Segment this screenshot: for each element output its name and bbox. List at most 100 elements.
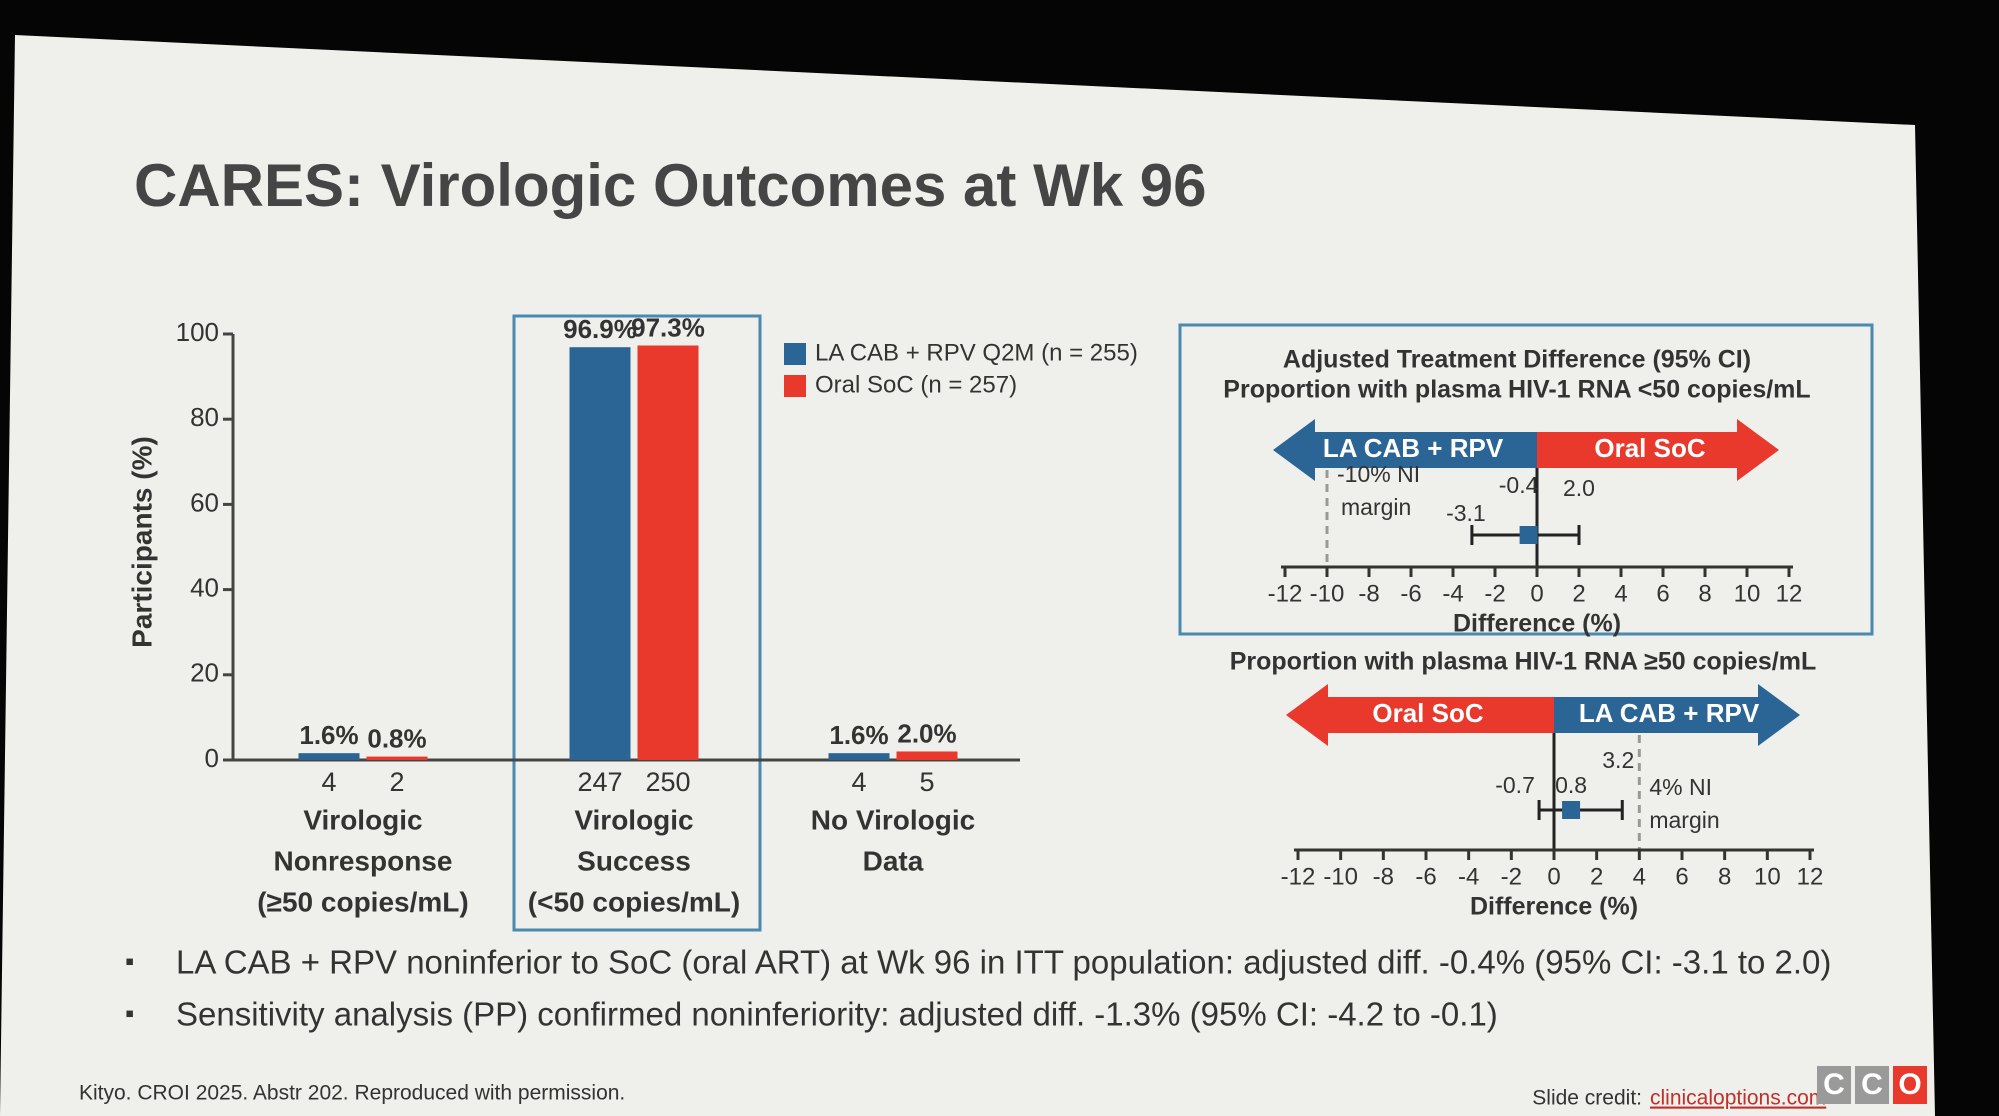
direction-arrow: [1554, 684, 1800, 746]
x-tick-label: Virologic: [574, 804, 693, 835]
credit: Slide credit:: [1532, 1087, 1642, 1110]
legend-swatch: [784, 375, 806, 397]
logo-box: [1893, 1066, 1927, 1104]
x-tick-label: Nonresponse: [274, 845, 453, 876]
legend-swatch: [784, 343, 806, 365]
x-tick-label: -10: [1310, 580, 1345, 607]
forest-title: Proportion with plasma HIV-1 RNA <50 cop…: [1223, 376, 1810, 404]
slide-background: [0, 35, 1935, 1116]
x-tick-label: 4: [1614, 580, 1627, 607]
x-axis-label: Difference (%): [1470, 893, 1638, 921]
arrow-label: Oral SoC: [1372, 698, 1483, 728]
count-label: 247: [577, 767, 622, 797]
count-label: 2: [389, 767, 404, 797]
x-tick-label: Success: [577, 845, 691, 876]
x-tick-label: 2: [1572, 580, 1585, 607]
x-tick-label: -4: [1458, 863, 1479, 890]
x-tick-label: 12: [1776, 580, 1803, 607]
bar: [366, 756, 428, 760]
ci-label: -0.4: [1499, 472, 1539, 498]
x-tick-label: (<50 copies/mL): [528, 886, 740, 917]
slide-title: CARES: Virologic Outcomes at Wk 96: [134, 152, 1206, 219]
arrow-label: LA CAB + RPV: [1323, 433, 1504, 463]
x-tick-label: 4: [1633, 863, 1646, 890]
y-axis-label: Participants (%): [126, 436, 157, 648]
bar: [637, 345, 699, 760]
x-tick-label: Virologic: [303, 804, 422, 835]
x-tick-label: 0: [1530, 580, 1543, 607]
value-label: 2.0%: [897, 718, 956, 748]
ni-label: -10% NI: [1337, 461, 1420, 487]
y-tick-label: 80: [190, 402, 219, 432]
x-tick-label: -12: [1268, 580, 1303, 607]
x-tick-label: (≥50 copies/mL): [257, 886, 468, 917]
ci-label: 2.0: [1563, 475, 1595, 501]
ci-label: -3.1: [1446, 500, 1486, 526]
bullet: Sensitivity analysis (PP) confirmed noni…: [176, 996, 1498, 1033]
x-tick-label: 8: [1698, 580, 1711, 607]
x-tick-label: -8: [1358, 580, 1379, 607]
x-tick-label: -6: [1400, 580, 1421, 607]
x-tick-label: -8: [1373, 863, 1394, 890]
forest-box: [1178, 323, 1874, 636]
x-tick-label: -6: [1415, 863, 1436, 890]
y-tick-label: 100: [176, 317, 219, 347]
y-tick-label: 20: [190, 658, 219, 688]
count-label: 4: [321, 767, 336, 797]
x-tick-label: -2: [1501, 863, 1522, 890]
bar: [896, 751, 958, 760]
legend-label: LA CAB + RPV Q2M (n = 255): [815, 339, 1138, 366]
bar: [828, 753, 890, 760]
forest-title: Proportion with plasma HIV-1 RNA ≥50 cop…: [1230, 648, 1817, 676]
logo-letter: O: [1898, 1068, 1921, 1101]
value-label: 1.6%: [299, 720, 358, 750]
ci-label: 0.8: [1555, 772, 1587, 798]
x-tick-label: 10: [1734, 580, 1761, 607]
logo-letter: C: [1823, 1068, 1845, 1101]
bullet: LA CAB + RPV noninferior to SoC (oral AR…: [176, 944, 1831, 981]
estimate-point: [1562, 801, 1581, 819]
logo-letter: C: [1861, 1068, 1883, 1101]
legend-label: Oral SoC (n = 257): [815, 371, 1017, 398]
count-label: 4: [851, 767, 866, 797]
x-tick-label: 10: [1754, 863, 1781, 890]
bar: [298, 753, 360, 760]
highlight-box: [512, 314, 762, 932]
arrow-label: LA CAB + RPV: [1579, 698, 1760, 728]
direction-arrow: [1286, 684, 1554, 746]
forest-title: Adjusted Treatment Difference (95% CI): [1283, 346, 1751, 374]
count-label: 5: [919, 767, 934, 797]
ni-label: margin: [1649, 807, 1719, 833]
x-tick-label: No Virologic: [811, 804, 975, 835]
bullet-marker: ▪: [125, 946, 134, 976]
ci-label: -0.7: [1495, 772, 1535, 798]
x-tick-label: -4: [1442, 580, 1463, 607]
credit-link[interactable]: clinicaloptions.com: [1650, 1087, 1826, 1110]
citation: Kityo. CROI 2025. Abstr 202. Reproduced …: [79, 1082, 625, 1105]
x-tick-label: 12: [1797, 863, 1824, 890]
value-label: 97.3%: [631, 312, 705, 342]
direction-arrow: [1537, 419, 1779, 481]
x-tick-label: 6: [1675, 863, 1688, 890]
y-tick-label: 0: [205, 743, 219, 773]
ci-label: 3.2: [1602, 747, 1634, 773]
ni-label: 4% NI: [1649, 774, 1712, 800]
logo-box: [1855, 1066, 1889, 1104]
y-tick-label: 60: [190, 487, 219, 517]
value-label: 96.9%: [563, 314, 637, 344]
arrow-label: Oral SoC: [1594, 433, 1705, 463]
x-tick-label: -12: [1281, 863, 1316, 890]
ni-label: margin: [1341, 494, 1411, 520]
logo-box: [1817, 1066, 1851, 1104]
x-tick-label: 6: [1656, 580, 1669, 607]
value-label: 1.6%: [829, 720, 888, 750]
count-label: 250: [645, 767, 690, 797]
x-tick-label: -2: [1484, 580, 1505, 607]
x-tick-label: -10: [1323, 863, 1358, 890]
x-axis-label: Difference (%): [1453, 610, 1621, 638]
direction-arrow: [1273, 419, 1537, 481]
x-tick-label: 0: [1547, 863, 1560, 890]
x-tick-label: Data: [863, 845, 924, 876]
bar: [569, 347, 631, 760]
